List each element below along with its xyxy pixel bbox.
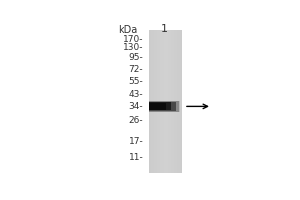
Bar [165,30,166,173]
Text: 130-: 130- [123,43,143,52]
Bar [150,30,151,173]
Bar [157,30,158,173]
Bar [178,30,179,173]
Bar [162,30,163,173]
Bar [160,30,161,173]
Bar [159,30,160,173]
Bar [169,30,170,173]
Bar [149,30,150,173]
Text: 95-: 95- [128,53,143,62]
Bar [164,30,165,173]
Bar [161,30,162,173]
Bar [156,30,157,173]
Bar [180,30,181,173]
Bar [179,30,180,173]
Text: 34-: 34- [129,102,143,111]
Bar [158,30,159,173]
Bar [173,30,174,173]
Bar [152,30,153,173]
Bar [163,30,164,173]
Bar [149,103,166,110]
Bar [174,30,175,173]
Text: 17-: 17- [128,137,143,146]
Bar [149,101,179,112]
Bar [171,30,172,173]
Text: 11-: 11- [128,153,143,162]
Bar [181,30,182,173]
Bar [153,30,154,173]
Bar [175,30,176,173]
Text: 72-: 72- [129,65,143,74]
Bar [172,30,173,173]
Text: 170-: 170- [123,35,143,44]
Bar [176,30,177,173]
Bar [154,30,155,173]
Text: 55-: 55- [128,77,143,86]
Bar [149,102,171,110]
Bar [168,30,169,173]
Text: 43-: 43- [129,90,143,99]
Bar [149,101,181,112]
Bar [155,30,156,173]
Bar [151,30,152,173]
Text: kDa: kDa [118,25,137,35]
Bar [177,30,178,173]
Bar [170,30,171,173]
Bar [167,30,168,173]
Text: 1: 1 [161,24,168,34]
Text: 26-: 26- [129,116,143,125]
Bar [149,102,176,111]
